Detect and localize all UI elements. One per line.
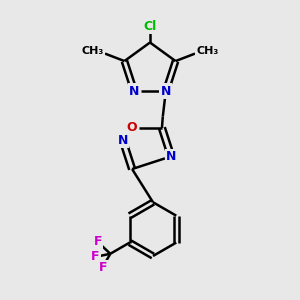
Text: F: F xyxy=(91,250,100,263)
Text: CH₃: CH₃ xyxy=(196,46,219,56)
Text: F: F xyxy=(94,235,102,248)
Text: N: N xyxy=(118,134,128,147)
Text: N: N xyxy=(129,85,140,98)
Text: N: N xyxy=(160,85,171,98)
Text: N: N xyxy=(166,150,176,163)
Text: O: O xyxy=(127,122,137,134)
Text: Cl: Cl xyxy=(143,20,157,33)
Text: F: F xyxy=(99,261,107,274)
Text: CH₃: CH₃ xyxy=(81,46,104,56)
